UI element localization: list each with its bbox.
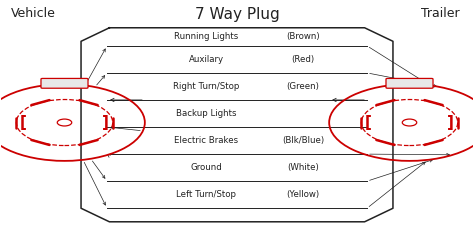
Text: ]: ] — [102, 115, 109, 130]
Text: Backup Lights: Backup Lights — [176, 109, 237, 118]
Text: Running Lights: Running Lights — [174, 32, 238, 41]
Text: (White): (White) — [287, 163, 319, 172]
Text: Right Turn/Stop: Right Turn/Stop — [173, 82, 239, 91]
FancyBboxPatch shape — [386, 79, 433, 88]
Text: Auxilary: Auxilary — [189, 55, 224, 64]
Text: (Green): (Green) — [287, 82, 319, 91]
Text: (Yellow): (Yellow) — [287, 190, 320, 199]
Text: Trailer: Trailer — [421, 7, 459, 20]
Text: (Red): (Red) — [292, 55, 315, 64]
Text: Electric Brakes: Electric Brakes — [174, 136, 238, 145]
Text: [: [ — [365, 115, 372, 130]
Text: 7 Way Plug: 7 Way Plug — [195, 7, 279, 22]
Text: Vehicle: Vehicle — [11, 7, 56, 20]
Text: ]: ] — [447, 115, 454, 130]
Text: (Blk/Blue): (Blk/Blue) — [282, 136, 324, 145]
Text: (Brown): (Brown) — [286, 32, 320, 41]
Text: [: [ — [20, 115, 27, 130]
FancyBboxPatch shape — [41, 79, 88, 88]
Text: Ground: Ground — [191, 163, 222, 172]
Text: Left Turn/Stop: Left Turn/Stop — [176, 190, 236, 199]
